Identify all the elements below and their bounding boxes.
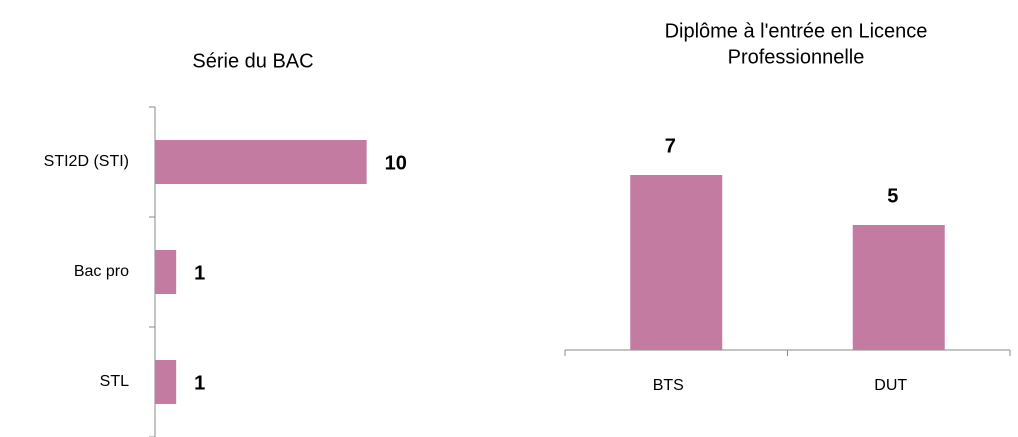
- bar: [155, 250, 177, 294]
- value-label: 5: [887, 185, 898, 207]
- value-label: 1: [194, 262, 205, 284]
- category-label: STI2D (STI): [44, 153, 129, 170]
- bar: [852, 225, 945, 350]
- bar: [155, 140, 367, 184]
- category-label: DUT: [874, 377, 907, 394]
- chart-title: Série du BAC: [192, 50, 313, 72]
- category-label: STL: [100, 373, 129, 390]
- value-label: 7: [665, 135, 676, 157]
- value-label: 1: [194, 372, 205, 394]
- bar: [155, 360, 177, 404]
- chart-title: Diplôme à l'entrée en Licence: [665, 20, 928, 42]
- category-label: BTS: [653, 377, 684, 394]
- category-label: Bac pro: [74, 263, 129, 280]
- chart-title: Professionnelle: [728, 46, 865, 68]
- bar: [630, 175, 723, 350]
- value-label: 10: [385, 152, 407, 174]
